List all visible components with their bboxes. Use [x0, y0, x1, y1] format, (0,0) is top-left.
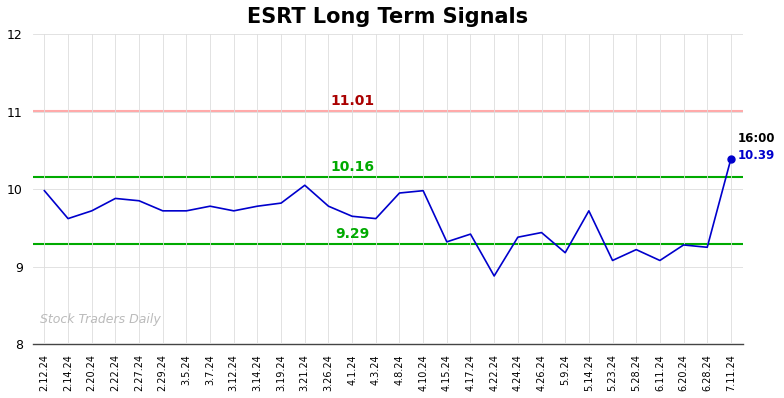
Text: 11.01: 11.01: [330, 94, 374, 108]
Text: Stock Traders Daily: Stock Traders Daily: [40, 312, 161, 326]
Text: 10.16: 10.16: [330, 160, 374, 174]
Title: ESRT Long Term Signals: ESRT Long Term Signals: [247, 7, 528, 27]
Text: 9.29: 9.29: [335, 227, 369, 241]
Text: 10.39: 10.39: [738, 149, 775, 162]
Text: 16:00: 16:00: [738, 132, 775, 145]
